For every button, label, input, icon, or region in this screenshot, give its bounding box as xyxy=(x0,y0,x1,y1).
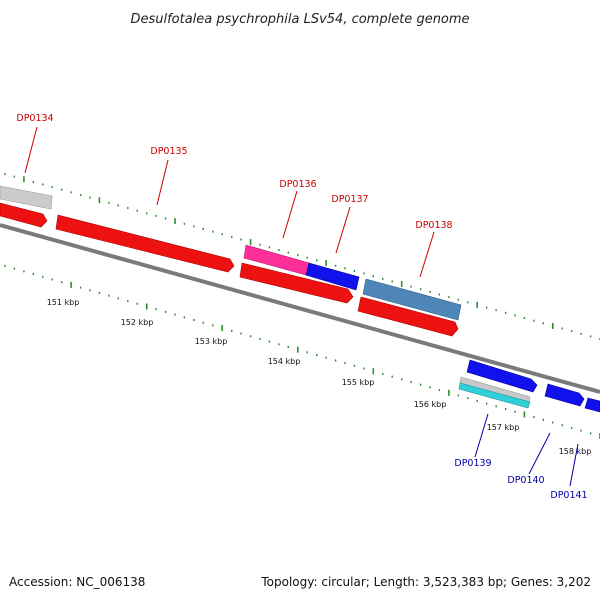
gene-feature-blue-right-b[interactable] xyxy=(544,383,585,407)
leader-line-dp0136 xyxy=(282,190,298,239)
gene-label-dp0139[interactable]: DP0139 xyxy=(454,458,491,469)
gene-labels: DP0134 DP0135 DP0136 DP0137 DP0138 DP013… xyxy=(16,113,587,501)
gene-label-dp0137[interactable]: DP0137 xyxy=(331,194,368,205)
tick-label-156kbp: 156 kbp xyxy=(414,400,447,409)
gene-feature-blue-right-a[interactable] xyxy=(466,359,538,393)
leader-line-dp0135 xyxy=(156,159,169,206)
gene-feature-dp0134[interactable] xyxy=(0,202,48,228)
tick-label-153kbp: 153 kbp xyxy=(195,337,228,346)
gene-label-dp0140[interactable]: DP0140 xyxy=(507,475,544,486)
tick-label-158kbp: 158 kbp xyxy=(559,447,592,456)
tick-label-152kbp: 152 kbp xyxy=(121,318,154,327)
gene-label-dp0138[interactable]: DP0138 xyxy=(415,220,452,231)
tick-marks-inner xyxy=(4,265,600,439)
map-title: Desulfotalea psychrophila LSv54, complet… xyxy=(130,12,469,27)
gene-feature-red-lower-a[interactable] xyxy=(239,262,354,304)
leader-line-dp0141 xyxy=(569,443,579,487)
tick-label-157kbp: 157 kbp xyxy=(487,423,520,432)
tick-labels: 151 kbp 152 kbp 153 kbp 154 kbp 155 kbp … xyxy=(47,298,592,456)
gene-label-leaders xyxy=(24,126,579,487)
tick-label-151kbp: 151 kbp xyxy=(47,298,80,307)
gene-feature-dp0138[interactable] xyxy=(362,278,462,321)
gene-feature-blue-right-c[interactable] xyxy=(584,397,600,413)
gene-feature-dp0137[interactable] xyxy=(305,262,360,291)
gene-label-dp0141[interactable]: DP0141 xyxy=(550,490,587,501)
gene-feature-red-lower-b[interactable] xyxy=(357,296,459,337)
genome-summary-text: Topology: circular; Length: 3,523,383 bp… xyxy=(260,575,591,589)
gene-feature-dp0139[interactable] xyxy=(458,382,531,409)
leader-line-dp0139 xyxy=(474,413,489,458)
gene-feature-dp0135[interactable] xyxy=(55,214,235,273)
gene-label-dp0134[interactable]: DP0134 xyxy=(16,113,53,124)
gene-label-dp0135[interactable]: DP0135 xyxy=(150,146,187,157)
gene-label-dp0136[interactable]: DP0136 xyxy=(279,179,316,190)
genome-backbone xyxy=(0,223,600,394)
gene-features xyxy=(0,185,600,413)
leader-line-dp0134 xyxy=(24,126,38,174)
tick-marks-outer xyxy=(4,173,600,340)
gene-feature-grey-left[interactable] xyxy=(0,185,53,210)
leader-line-dp0138 xyxy=(419,231,435,278)
leader-line-dp0140 xyxy=(528,432,551,475)
accession-text: Accession: NC_006138 xyxy=(9,575,145,589)
tick-label-154kbp: 154 kbp xyxy=(268,357,301,366)
tick-label-155kbp: 155 kbp xyxy=(342,378,375,387)
leader-line-dp0137 xyxy=(335,206,351,254)
